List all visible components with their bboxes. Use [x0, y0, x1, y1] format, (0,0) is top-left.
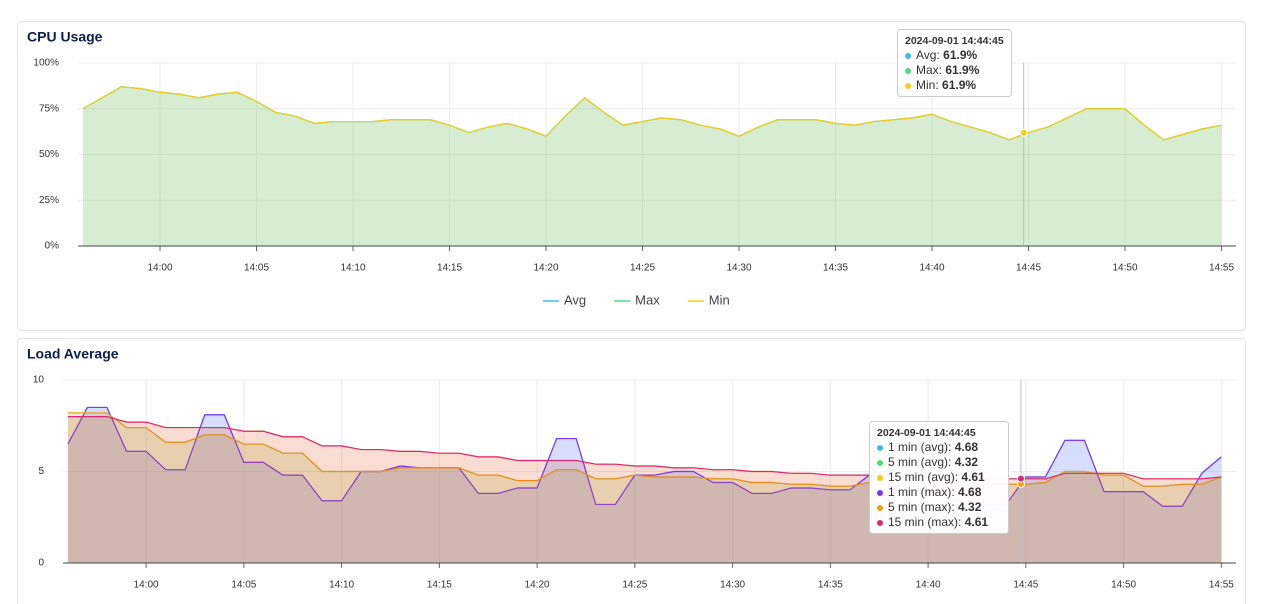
tooltip-label: Avg:: [916, 48, 940, 62]
y-tick-label: 25%: [39, 195, 59, 206]
series-line: [67, 406, 1222, 507]
tooltip-title: 2024-09-01 14:44:45: [877, 427, 976, 439]
tooltip-item: 5 min (avg): 4.32: [888, 455, 978, 469]
x-tick-label: 14:25: [622, 580, 647, 591]
tooltip-value: 61.9%: [942, 78, 976, 92]
x-tick-label: 14:00: [148, 263, 173, 274]
x-tick-label: 14:05: [244, 263, 269, 274]
tooltip-label: 5 min (avg):: [888, 455, 951, 469]
x-tick-label: 14:20: [525, 580, 550, 591]
series-line: [67, 412, 1222, 487]
series-line: [67, 416, 1222, 480]
tooltip-title: 2024-09-01 14:44:45: [905, 35, 1004, 47]
tooltip-value: 4.61: [961, 470, 985, 484]
tooltip-value: 61.9%: [945, 63, 979, 77]
tooltip-value: 61.9%: [943, 48, 977, 62]
chart-title: Load Average: [27, 346, 119, 362]
y-tick-label: 0%: [45, 241, 60, 252]
tooltip-value: 4.32: [958, 500, 982, 514]
tooltip-value: 4.32: [955, 455, 979, 469]
x-tick-label: 14:40: [920, 263, 945, 274]
hover-dot: [1019, 128, 1028, 137]
tooltip-dot: [877, 460, 883, 466]
y-tick-label: 100%: [33, 58, 59, 69]
card: [17, 21, 1246, 331]
tooltip-label: Min:: [916, 78, 939, 92]
x-tick-label: 14:25: [630, 263, 655, 274]
tooltip-dot: [905, 53, 911, 59]
x-tick-label: 14:55: [1209, 580, 1234, 591]
tooltip-item: 15 min (avg): 4.61: [888, 470, 985, 484]
y-tick-label: 0: [38, 558, 44, 569]
tooltip: [869, 421, 1009, 534]
tooltip-item: 15 min (max): 4.61: [888, 515, 988, 529]
tooltip-dot: [877, 445, 883, 451]
tooltip-label: 5 min (max):: [888, 500, 955, 514]
tooltip-item: 1 min (avg): 4.68: [888, 440, 978, 454]
x-tick-label: 14:35: [823, 263, 848, 274]
hover-dot: [1016, 474, 1025, 483]
area-fill: [82, 86, 1222, 246]
tooltip-value: 4.68: [955, 440, 979, 454]
chart-title: CPU Usage: [27, 29, 103, 45]
x-tick-label: 14:50: [1111, 580, 1136, 591]
tooltip-dot: [905, 83, 911, 89]
x-tick-label: 14:35: [818, 580, 843, 591]
x-tick-label: 14:45: [1013, 580, 1038, 591]
x-tick-label: 14:45: [1016, 263, 1041, 274]
tooltip-label: 15 min (avg):: [888, 470, 958, 484]
tooltip-dot: [905, 68, 911, 74]
x-tick-label: 14:40: [916, 580, 941, 591]
legend-label: Min: [709, 292, 730, 307]
tooltip-value: 4.61: [965, 515, 989, 529]
y-tick-label: 10: [33, 375, 45, 386]
legend-label: Max: [635, 292, 660, 307]
x-tick-label: 14:55: [1209, 263, 1234, 274]
x-tick-label: 14:00: [134, 580, 159, 591]
tooltip-dot: [877, 505, 883, 511]
tooltip-label: 1 min (max):: [888, 485, 955, 499]
x-tick-label: 14:15: [437, 263, 462, 274]
tooltip-dot: [877, 490, 883, 496]
x-tick-label: 14:10: [329, 580, 354, 591]
y-tick-label: 50%: [39, 149, 59, 160]
series-line: [82, 86, 1222, 141]
area-fill: [82, 86, 1222, 246]
tooltip-dot: [877, 475, 883, 481]
tooltip-item: 5 min (max): 4.32: [888, 500, 982, 514]
x-tick-label: 14:20: [534, 263, 559, 274]
tooltip-label: Max:: [916, 63, 942, 77]
x-tick-label: 14:30: [727, 263, 752, 274]
tooltip-dot: [877, 520, 883, 526]
tooltip-label: 1 min (avg):: [888, 440, 951, 454]
y-tick-label: 5: [38, 466, 44, 477]
x-tick-label: 14:10: [341, 263, 366, 274]
y-tick-label: 75%: [39, 103, 59, 114]
x-tick-label: 14:15: [427, 580, 452, 591]
tooltip-item: Avg: 61.9%: [916, 48, 977, 62]
area-fill: [82, 86, 1222, 246]
tooltip-item: Min: 61.9%: [916, 78, 976, 92]
x-tick-label: 14:05: [231, 580, 256, 591]
tooltip-item: Max: 61.9%: [916, 63, 980, 77]
tooltip-label: 15 min (max):: [888, 515, 961, 529]
tooltip-value: 4.68: [958, 485, 982, 499]
x-tick-label: 14:30: [720, 580, 745, 591]
legend-label: Avg: [564, 292, 586, 307]
tooltip: [897, 29, 1012, 97]
x-tick-label: 14:50: [1113, 263, 1138, 274]
tooltip-item: 1 min (max): 4.68: [888, 485, 982, 499]
